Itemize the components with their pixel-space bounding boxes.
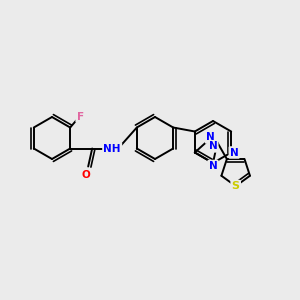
Text: N: N	[230, 148, 239, 158]
Text: NH: NH	[103, 143, 121, 154]
Text: N: N	[208, 161, 217, 171]
Text: O: O	[82, 169, 91, 179]
Text: S: S	[232, 181, 240, 191]
Text: F: F	[76, 112, 84, 122]
Text: N: N	[206, 132, 215, 142]
Text: N: N	[208, 141, 217, 152]
